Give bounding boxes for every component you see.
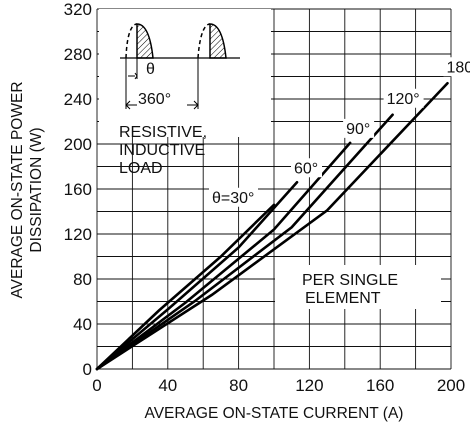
series-line <box>95 180 299 371</box>
y-tick-label: 240 <box>64 90 92 109</box>
series-label: θ=30° <box>212 190 254 207</box>
y-tick-label: 160 <box>64 180 92 199</box>
y-tick-label: 320 <box>64 0 92 19</box>
period-arrow-head-left <box>125 100 131 110</box>
element-label-line-1: PER SINGLE <box>302 272 398 289</box>
load-label-line-2: INDUCTIVE <box>119 142 205 159</box>
element-label-line-2: ELEMENT <box>305 290 381 307</box>
series <box>95 81 449 371</box>
series-label: 90° <box>346 121 370 138</box>
y-tick-label: 40 <box>73 315 92 334</box>
x-tick-label: 0 <box>92 376 101 395</box>
load-label-line-1: RESISTIVE, <box>119 124 207 141</box>
y-tick-label: 0 <box>83 360 92 379</box>
waveform-dashed-rise-2 <box>197 23 211 59</box>
series-label: 60° <box>294 160 318 177</box>
conduction-hatch-1 <box>136 23 154 59</box>
x-tick-label: 160 <box>366 376 394 395</box>
x-tick-label: 80 <box>229 376 248 395</box>
y-tick-label: 80 <box>73 270 92 289</box>
theta-arrow-head <box>134 72 138 80</box>
series-line <box>95 141 352 371</box>
x-tick-label: 120 <box>295 376 323 395</box>
x-tick-label: 40 <box>158 376 177 395</box>
load-label-line-3: LOAD <box>119 160 163 177</box>
inset-background <box>99 9 271 137</box>
series-label: 120° <box>387 91 420 108</box>
series-label-background <box>209 187 258 207</box>
y-axis-title-line-2: DISSIPATION (W) <box>28 127 45 252</box>
series-label-background <box>383 88 424 108</box>
series-line <box>95 113 394 371</box>
series-label-background <box>443 57 470 77</box>
series-label-background <box>291 158 323 178</box>
series-labels: θ=30° 60° 90° 120° 180° <box>209 57 470 207</box>
theta-label: θ <box>146 61 155 78</box>
series-line <box>95 81 449 371</box>
series-label-background <box>343 118 375 138</box>
x-axis-title: AVERAGE ON-STATE CURRENT (A) <box>145 405 404 422</box>
conduction-hatch-2 <box>209 23 227 59</box>
y-axis-title-line-1: AVERAGE ON-STATE POWER <box>9 81 26 298</box>
x-tick-label: 200 <box>437 376 465 395</box>
element-note-background <box>275 265 441 309</box>
tick-labels: 0 40 80 120 160 200 0 40 80 120 160 200 240 280 320 <box>64 0 466 395</box>
period-label-background <box>137 90 187 108</box>
period-label: 360° <box>138 91 171 108</box>
waveform-inset: θ 360° <box>120 23 240 110</box>
period-arrow-head-right <box>193 100 199 110</box>
series-label: 180° <box>446 59 470 76</box>
series-line <box>95 203 276 371</box>
y-tick-label: 120 <box>64 225 92 244</box>
waveform-dashed-rise-1 <box>125 23 138 59</box>
y-tick-label: 200 <box>64 135 92 154</box>
y-tick-label: 280 <box>64 45 92 64</box>
grid <box>96 8 452 370</box>
